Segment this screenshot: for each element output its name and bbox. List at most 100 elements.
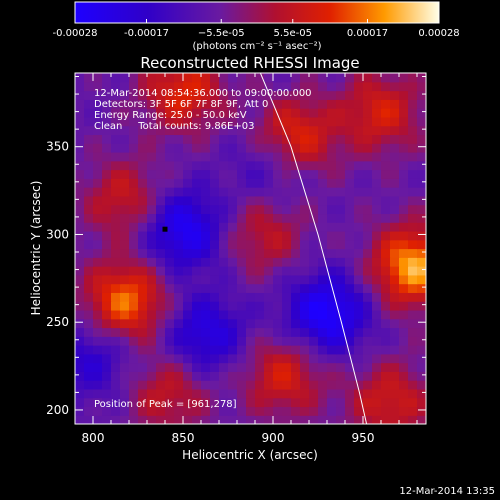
heatmap-cell — [237, 345, 247, 355]
heatmap-cell — [201, 274, 211, 285]
heatmap-cell — [273, 90, 283, 100]
heatmap-cell — [93, 108, 103, 118]
heatmap-cell — [237, 274, 247, 285]
heatmap-cell — [228, 327, 238, 337]
heatmap-cell — [408, 406, 418, 416]
heatmap-cell — [327, 388, 337, 399]
heatmap-cell — [300, 160, 310, 171]
heatmap-cell — [336, 274, 346, 285]
heatmap-cell — [255, 362, 265, 372]
heatmap-cell — [399, 292, 409, 302]
heatmap-cell — [237, 309, 247, 320]
heatmap-cell — [156, 81, 166, 92]
heatmap-cell — [138, 415, 148, 424]
heatmap-cell — [309, 81, 319, 92]
heatmap-cell — [255, 125, 265, 136]
heatmap-cell — [147, 406, 157, 416]
heatmap-cell — [84, 353, 94, 364]
heatmap-cell — [390, 222, 400, 232]
heatmap-cell — [273, 222, 283, 232]
heatmap-cell — [300, 204, 310, 215]
heatmap-cell — [183, 108, 193, 118]
heatmap-cell — [201, 213, 211, 223]
heatmap-cell — [300, 81, 310, 92]
heatmap-cell — [381, 388, 391, 399]
heatmap-cell — [381, 81, 391, 92]
heatmap-cell — [282, 239, 292, 250]
heatmap-cell — [183, 415, 193, 424]
heatmap-cell — [309, 99, 319, 109]
heatmap-cell — [246, 362, 256, 372]
heatmap-cell — [129, 388, 139, 399]
heatmap-cell — [120, 266, 130, 276]
heatmap-cell — [309, 73, 319, 83]
heatmap-cell — [327, 292, 337, 302]
heatmap-cell — [93, 81, 103, 92]
heatmap-cell — [381, 415, 391, 424]
heatmap-cell — [327, 371, 337, 381]
heatmap-cell — [318, 388, 328, 399]
heatmap-cells — [75, 73, 426, 424]
heatmap-cell — [93, 116, 103, 127]
heatmap-cell — [138, 283, 148, 293]
heatmap-cell — [111, 222, 121, 232]
heatmap-cell — [84, 178, 94, 188]
heatmap-cell — [201, 160, 211, 171]
heatmap-cell — [111, 397, 121, 408]
heatmap-cell — [147, 90, 157, 100]
heatmap-cell — [138, 116, 148, 127]
heatmap-cell — [417, 380, 426, 390]
heatmap-cell — [147, 309, 157, 320]
heatmap-cell — [381, 353, 391, 364]
heatmap-cell — [318, 213, 328, 223]
heatmap-cell — [138, 90, 148, 100]
heatmap-cell — [102, 178, 112, 188]
heatmap-cell — [408, 336, 418, 346]
heatmap-cell — [174, 248, 184, 258]
heatmap-cell — [84, 301, 94, 311]
heatmap-cell — [372, 73, 382, 83]
heatmap-cell — [156, 257, 166, 267]
heatmap-cell — [282, 283, 292, 293]
heatmap-cell — [102, 230, 112, 241]
heatmap-cell — [147, 213, 157, 223]
heatmap-cell — [327, 266, 337, 276]
heatmap-cell — [345, 213, 355, 223]
heatmap-cell — [381, 327, 391, 337]
heatmap-cell — [363, 336, 373, 346]
heatmap-cell — [228, 353, 238, 364]
heatmap-cell — [399, 73, 409, 83]
heatmap-cell — [381, 239, 391, 250]
heatmap-cell — [390, 415, 400, 424]
heatmap-cell — [219, 336, 229, 346]
heatmap-cell — [417, 204, 426, 215]
heatmap-cell — [228, 415, 238, 424]
heatmap-cell — [201, 187, 211, 197]
heatmap-cell — [399, 406, 409, 416]
heatmap-cell — [228, 204, 238, 215]
heatmap-cell — [219, 125, 229, 136]
heatmap-cell — [309, 301, 319, 311]
heatmap-cell — [156, 388, 166, 399]
heatmap-cell — [336, 257, 346, 267]
heatmap-cell — [192, 160, 202, 171]
heatmap-cell — [282, 362, 292, 372]
heatmap-cell — [255, 380, 265, 390]
heatmap-cell — [318, 318, 328, 329]
heatmap-cell — [273, 353, 283, 364]
heatmap-cell — [399, 125, 409, 136]
heatmap-cell — [363, 257, 373, 267]
heatmap-cell — [228, 125, 238, 136]
heatmap-cell — [93, 187, 103, 197]
heatmap-cell — [354, 239, 364, 250]
heatmap-cell — [120, 108, 130, 118]
heatmap-cell — [399, 143, 409, 153]
heatmap-cell — [381, 230, 391, 241]
heatmap-cell — [192, 134, 202, 144]
heatmap-cell — [390, 230, 400, 241]
annotation-peak-position: Position of Peak = [961,278] — [94, 399, 237, 410]
heatmap-cell — [75, 283, 85, 293]
heatmap-cell — [174, 108, 184, 118]
heatmap-cell — [345, 301, 355, 311]
